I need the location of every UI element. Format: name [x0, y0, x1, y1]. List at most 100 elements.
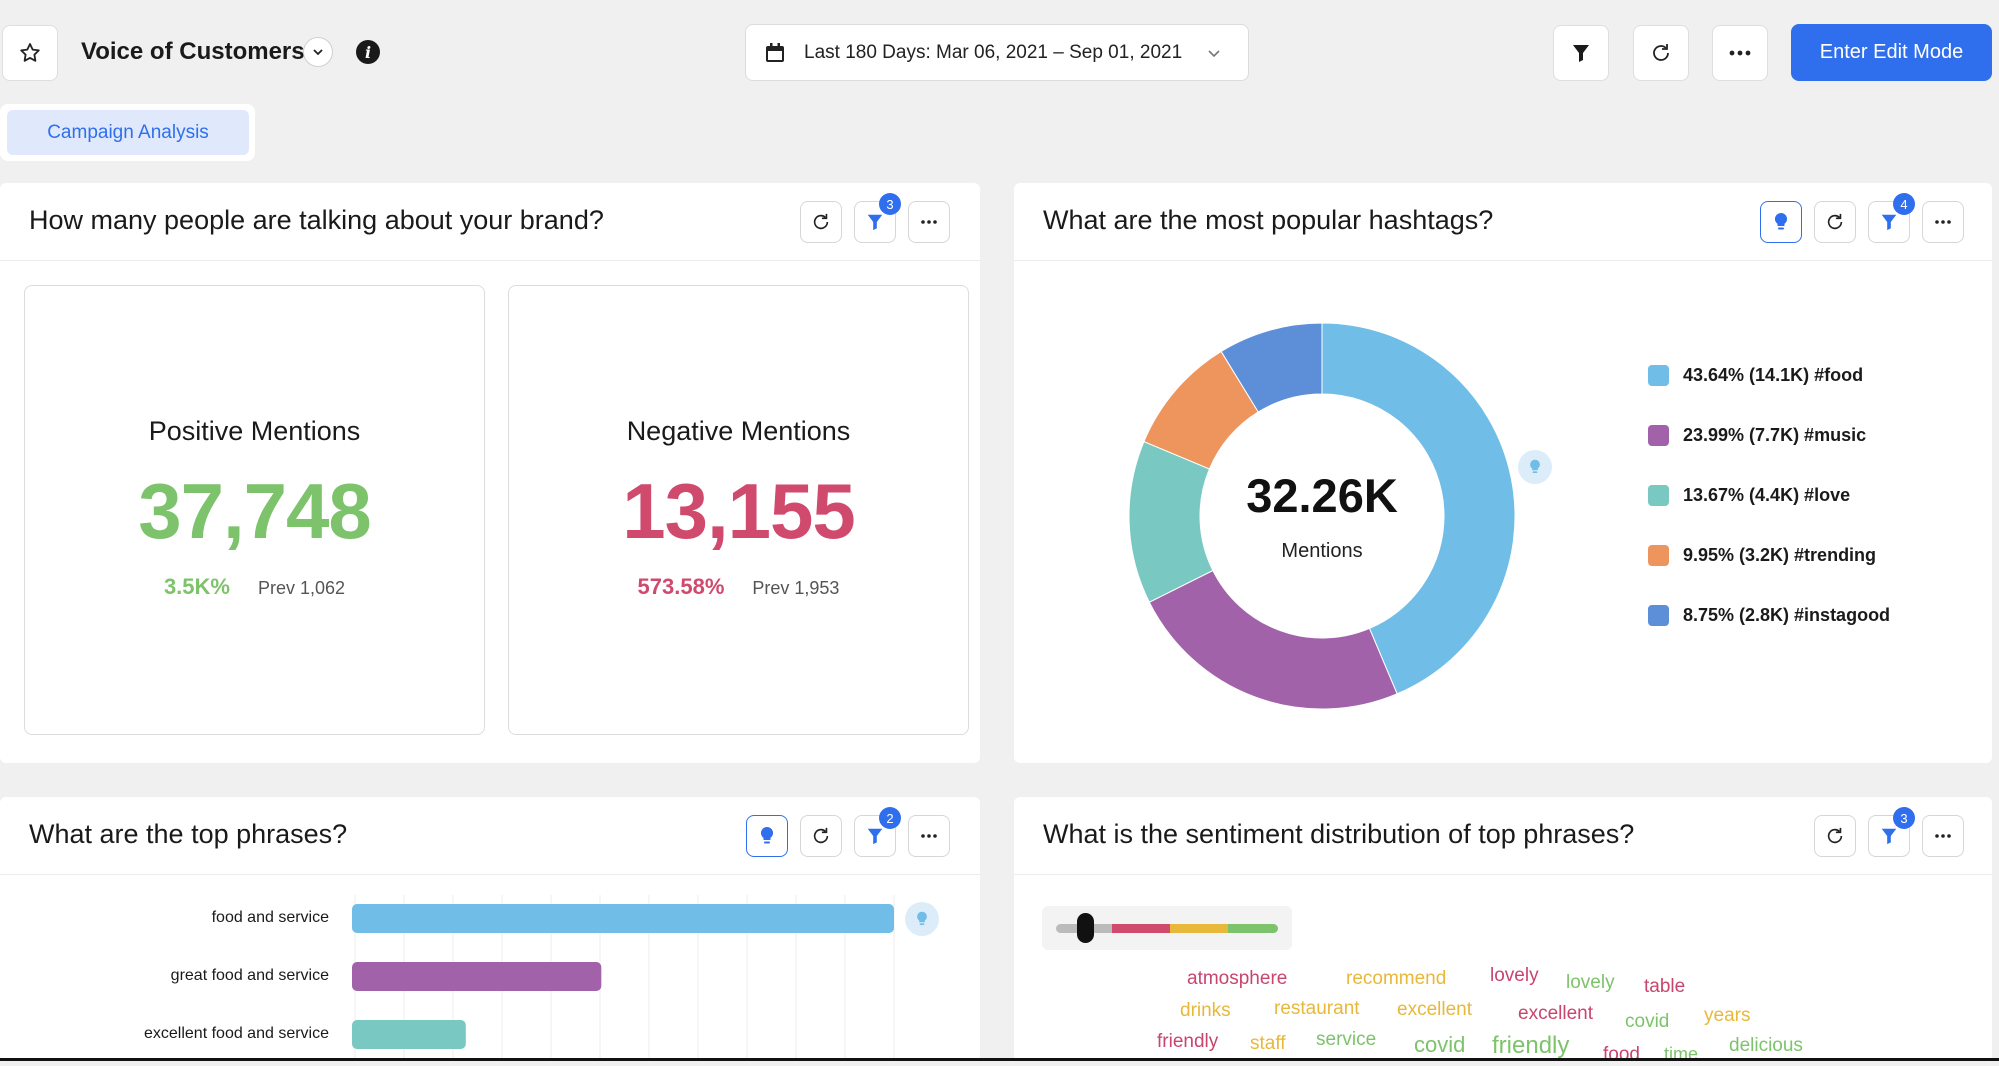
word-cloud-term[interactable]: friendly	[1492, 1032, 1570, 1059]
lightbulb-icon	[760, 826, 774, 844]
widget-insights-button[interactable]	[1760, 201, 1802, 243]
title-dropdown-button[interactable]	[303, 37, 333, 67]
donut-slice[interactable]	[1220, 322, 1323, 413]
negative-mentions-card: Negative Mentions 13,155 573.58% Prev 1,…	[508, 285, 969, 735]
filter-icon	[1881, 828, 1897, 845]
widget-more-button[interactable]	[1922, 201, 1964, 243]
word-cloud-term[interactable]: recommend	[1346, 968, 1447, 989]
metric-previous: Prev 1,062	[257, 578, 346, 598]
slider-handle[interactable]	[1077, 913, 1094, 943]
legend-swatch	[1648, 365, 1669, 386]
bar-category-label: great food and service	[170, 967, 329, 984]
metric-label: Positive Mentions	[148, 416, 361, 446]
legend-item[interactable]: 23.99% (7.7K) #music	[1648, 425, 1866, 446]
word-cloud-term[interactable]: atmosphere	[1187, 968, 1288, 989]
chevron-down-icon	[313, 49, 323, 56]
widget-refresh-button[interactable]	[800, 815, 842, 857]
word-cloud-term[interactable]: covid	[1625, 1011, 1670, 1032]
legend-item[interactable]: 8.75% (2.8K) #instagood	[1648, 605, 1890, 626]
date-range-picker[interactable]: Last 180 Days: Mar 06, 2021 – Sep 01, 20…	[745, 24, 1249, 81]
widget-insights-button[interactable]	[746, 815, 788, 857]
enter-edit-mode-button[interactable]: Enter Edit Mode	[1791, 24, 1992, 81]
bar-category-label: food and service	[211, 909, 329, 926]
word-cloud-term[interactable]: staff	[1250, 1033, 1286, 1054]
word-cloud-term[interactable]: table	[1644, 976, 1686, 997]
info-icon: i	[364, 42, 372, 62]
favorite-button[interactable]	[2, 25, 58, 81]
widget-refresh-button[interactable]	[1814, 815, 1856, 857]
date-range-label: Last 180 Days: Mar 06, 2021 – Sep 01, 20…	[804, 41, 1183, 63]
dashboard-title: Voice of Customers	[81, 38, 305, 65]
word-cloud-term[interactable]: excellent	[1397, 999, 1472, 1020]
divider	[1014, 260, 1992, 261]
word-cloud-term[interactable]: lovely	[1490, 965, 1539, 986]
filter-count-badge: 2	[879, 807, 901, 829]
filter-icon	[1881, 214, 1897, 231]
metric-value: 37,748	[138, 467, 372, 555]
bar-insight-button[interactable]	[905, 902, 939, 936]
more-horizontal-icon	[1729, 50, 1751, 56]
legend-label: 23.99% (7.7K) #music	[1683, 425, 1867, 445]
more-options-button[interactable]	[1712, 25, 1768, 81]
word-cloud-term[interactable]: years	[1704, 1005, 1751, 1026]
filter-count-badge: 3	[879, 193, 901, 215]
refresh-icon	[1827, 827, 1843, 844]
calendar-icon	[766, 42, 784, 62]
refresh-icon	[813, 827, 829, 844]
lightbulb-icon	[1530, 459, 1540, 473]
legend-item[interactable]: 43.64% (14.1K) #food	[1648, 365, 1863, 386]
bar[interactable]	[352, 904, 894, 933]
widget-filter-button[interactable]: 2	[854, 807, 901, 857]
star-icon	[20, 43, 40, 62]
chevron-down-icon	[1208, 49, 1220, 57]
widget-title: What are the most popular hashtags?	[1043, 205, 1494, 235]
widget-filter-button[interactable]: 3	[1868, 807, 1915, 857]
donut-center-label: Mentions	[1281, 540, 1363, 562]
legend-label: 43.64% (14.1K) #food	[1683, 365, 1864, 385]
word-cloud-term[interactable]: food	[1603, 1044, 1640, 1065]
refresh-icon	[813, 213, 829, 230]
legend-item[interactable]: 9.95% (3.2K) #trending	[1648, 545, 1876, 566]
widget-filter-button[interactable]: 3	[854, 193, 901, 243]
word-cloud-term[interactable]: excellent	[1518, 1003, 1593, 1024]
donut-slice[interactable]	[1321, 322, 1516, 695]
sentiment-slider[interactable]	[1042, 906, 1292, 950]
widget-more-button[interactable]	[1922, 815, 1964, 857]
word-cloud-term[interactable]: covid	[1414, 1032, 1466, 1057]
legend-swatch	[1648, 545, 1669, 566]
word-cloud-term[interactable]: friendly	[1157, 1031, 1219, 1052]
slider-track-negative	[1112, 924, 1170, 933]
donut-slice[interactable]	[1148, 569, 1398, 710]
word-cloud-term[interactable]: delicious	[1729, 1035, 1803, 1056]
metric-value: 13,155	[622, 467, 856, 555]
legend-label: 13.67% (4.4K) #love	[1683, 485, 1851, 505]
legend-item[interactable]: 13.67% (4.4K) #love	[1648, 485, 1850, 506]
word-cloud-term[interactable]: time	[1664, 1044, 1699, 1064]
slider-track-mixed	[1170, 924, 1228, 933]
widget-filter-button[interactable]: 4	[1868, 193, 1915, 243]
donut-center-value: 32.26K	[1246, 469, 1398, 522]
refresh-button[interactable]	[1633, 25, 1689, 81]
divider	[1014, 874, 1992, 875]
widget-more-button[interactable]	[908, 815, 950, 857]
widget-refresh-button[interactable]	[1814, 201, 1856, 243]
legend-label: 9.95% (3.2K) #trending	[1683, 545, 1877, 565]
word-cloud-term[interactable]: service	[1316, 1029, 1377, 1050]
more-horizontal-icon	[921, 834, 937, 838]
metric-change: 3.5K%	[163, 574, 230, 599]
word-cloud-term[interactable]: restaurant	[1274, 998, 1360, 1019]
widget-more-button[interactable]	[908, 201, 950, 243]
bar[interactable]	[352, 1020, 466, 1049]
widget-refresh-button[interactable]	[800, 201, 842, 243]
info-button[interactable]: i	[356, 40, 380, 64]
more-horizontal-icon	[1935, 220, 1951, 224]
bar[interactable]	[352, 962, 602, 991]
filter-button[interactable]	[1553, 25, 1609, 81]
word-cloud-term[interactable]: drinks	[1180, 1000, 1231, 1021]
legend-label: 8.75% (2.8K) #instagood	[1683, 605, 1891, 625]
donut-insight-button[interactable]	[1518, 450, 1552, 484]
tab-campaign-analysis[interactable]: Campaign Analysis	[7, 110, 249, 155]
filter-icon	[1573, 45, 1589, 62]
refresh-icon	[1653, 44, 1669, 61]
word-cloud-term[interactable]: lovely	[1566, 972, 1615, 993]
